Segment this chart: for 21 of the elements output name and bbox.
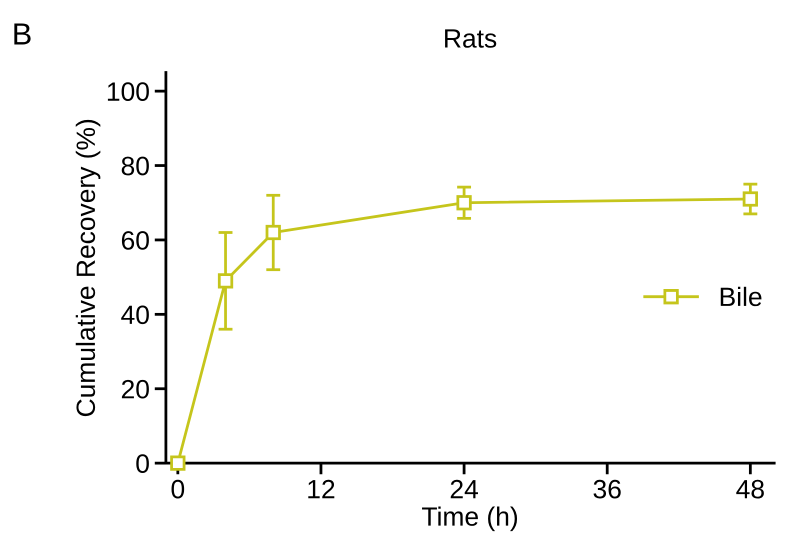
- point: [218, 273, 234, 288]
- point: [170, 456, 186, 471]
- x-tick-label: 36: [594, 480, 621, 498]
- y-tick-label: 0: [136, 454, 149, 473]
- y-tick-label: 40: [121, 305, 149, 324]
- y-tick-label: 80: [122, 156, 149, 176]
- x-tick-label: 12: [308, 480, 334, 498]
- x-tick-label: 24: [450, 480, 478, 498]
- x-tick-label: 0: [172, 480, 184, 498]
- legend-label: Bile: [720, 286, 762, 306]
- text: B: [14, 23, 31, 44]
- x-tick-label: 48: [736, 480, 764, 498]
- x-axis-title: Time (h): [422, 506, 518, 532]
- point: [742, 191, 758, 207]
- y-tick-label: 100: [108, 82, 149, 101]
- point: [456, 195, 472, 210]
- y-tick-label: 60: [122, 231, 149, 250]
- point: [266, 224, 281, 240]
- chart-title: Rats: [445, 29, 496, 48]
- y-axis-title: Cumulative Recovery (%): [76, 120, 100, 416]
- y-tick-label: 20: [122, 380, 149, 399]
